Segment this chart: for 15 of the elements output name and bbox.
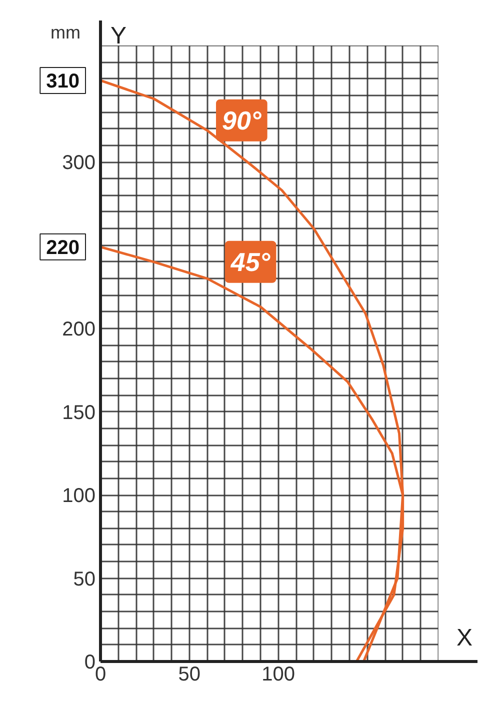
y-axis-title: Y [110,22,127,50]
x-tick-label: 50 [178,664,201,686]
text: 310 [46,70,80,92]
line-series [99,79,404,663]
series-label: 90° [222,105,262,136]
series-label: 45° [230,246,271,277]
text: 220 [46,236,80,259]
x-axis-title: X [456,624,473,652]
x-tick-label: 100 [262,664,296,686]
text: mm [50,22,81,42]
y-tick-label: 50 [73,568,96,590]
y-tick-label: 100 [62,485,96,508]
y-tick-label: 300 [62,152,96,174]
y-tick-label: 150 [62,402,96,424]
y-tick-label: 200 [62,318,96,341]
